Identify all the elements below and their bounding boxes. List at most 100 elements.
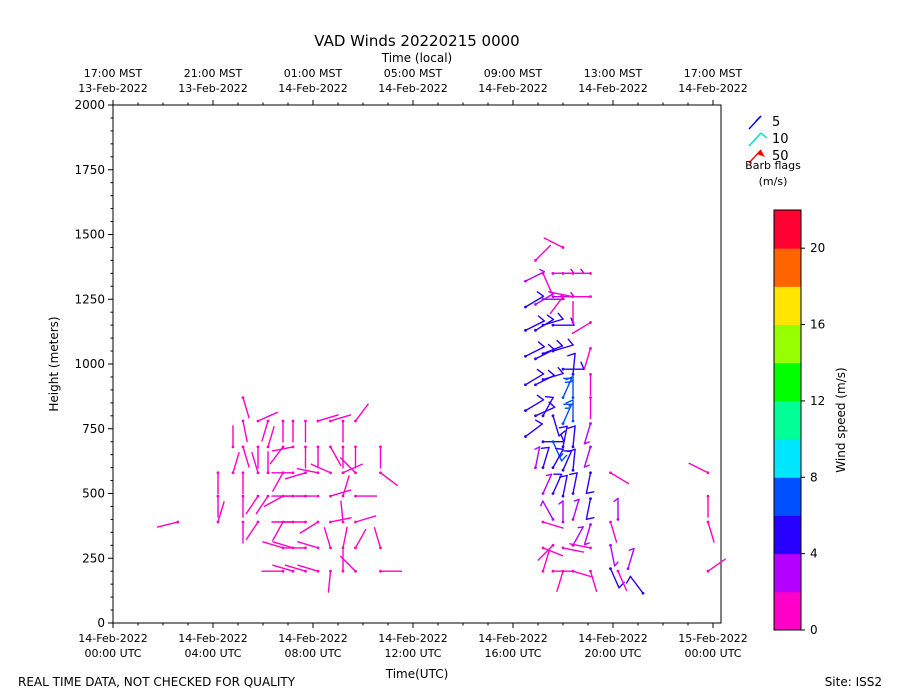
barb-flag	[544, 395, 554, 399]
wind-barb	[216, 471, 220, 495]
wind-barb	[551, 338, 574, 353]
barb-staff	[542, 521, 564, 529]
barb-staff	[354, 515, 377, 523]
legend-barb-staff	[748, 132, 762, 147]
wind-barb	[524, 268, 545, 283]
wind-barb	[565, 399, 575, 423]
barb-flag	[558, 500, 564, 505]
wind-barb	[241, 396, 250, 419]
x-tick-label-date: 14-Feb-2022	[78, 632, 147, 645]
y-tick-label: 750	[82, 422, 105, 436]
wind-barb	[272, 471, 285, 492]
barb-staff	[271, 446, 294, 452]
wind-barb	[541, 520, 564, 529]
wind-barb	[568, 295, 592, 299]
wind-barb	[706, 494, 710, 518]
wind-barb	[283, 520, 307, 524]
wind-barb	[688, 462, 710, 475]
top-x-tick-label-time: 17:00 MST	[684, 67, 743, 80]
barb-staff	[543, 237, 564, 249]
top-x-axis-label: Time (local)	[381, 51, 453, 65]
x-tick-label-time: 00:00 UTC	[684, 647, 741, 660]
y-tick-label: 500	[82, 487, 105, 501]
x-axis: 14-Feb-2022 00:00 UTC 14-Feb-2022 04:00 UTC…	[78, 623, 748, 660]
barb-staff	[156, 521, 179, 528]
barb-flag	[583, 542, 590, 546]
barb-staff	[242, 446, 250, 468]
wind-barb	[329, 445, 342, 466]
barb-staff	[534, 244, 552, 262]
top-x-tick-label-date: 13-Feb-2022	[178, 82, 247, 95]
wind-barb	[609, 520, 618, 543]
x-tick-label-time: 16:00 UTC	[484, 647, 541, 660]
barb-staff	[562, 474, 568, 497]
wind-barb	[262, 541, 285, 550]
barb-staff	[569, 543, 592, 549]
barb-staff	[609, 544, 616, 567]
wind-barb	[706, 558, 726, 573]
barb-staff	[379, 472, 398, 487]
barb-staff	[524, 423, 543, 438]
barb-flag	[580, 361, 585, 370]
wind-barb	[625, 575, 645, 595]
barb-staff	[299, 521, 319, 534]
barb-staff	[232, 451, 240, 474]
wind-barb	[616, 569, 628, 592]
wind-barb	[561, 546, 585, 553]
wind-barb	[316, 445, 320, 469]
wind-barb	[549, 295, 565, 315]
wind-barb	[310, 463, 332, 475]
wind-barb	[534, 446, 541, 469]
wind-barb	[241, 494, 245, 518]
barb-staff	[542, 446, 550, 469]
wind-barb	[551, 447, 564, 469]
barb-staff	[542, 500, 554, 521]
barb-staff	[524, 320, 545, 332]
barb-staff	[329, 414, 352, 422]
wind-barb	[304, 419, 307, 443]
barb-flag	[539, 268, 545, 273]
barb-staff	[583, 347, 592, 370]
top-x-tick-label-date: 14-Feb-2022	[278, 82, 347, 95]
wind-barb	[216, 494, 220, 518]
wind-barb	[585, 497, 595, 520]
barb-staff	[552, 415, 560, 437]
wind-barb	[567, 425, 576, 449]
y-tick-label: 1000	[74, 357, 105, 371]
barb-flag	[557, 312, 564, 320]
wind-barb	[706, 520, 715, 543]
wind-barb	[340, 500, 345, 524]
wind-barb	[341, 526, 348, 550]
wind-barb	[541, 550, 550, 573]
legend-label: 10	[772, 132, 789, 147]
legend-barb-flag	[755, 115, 762, 122]
wind-barb	[541, 546, 564, 557]
wind-barb	[241, 471, 245, 495]
y-axis-label: Height (meters)	[47, 316, 61, 411]
barb-staff	[284, 564, 307, 572]
wind-barb	[266, 426, 275, 449]
wind-barb	[541, 312, 564, 327]
barb-flag	[558, 425, 568, 429]
top-x-tick-label-time: 05:00 MST	[384, 67, 443, 80]
barb-flag	[559, 453, 564, 458]
barb-flag	[577, 526, 584, 529]
x-tick-label-time: 08:00 UTC	[284, 647, 341, 660]
wind-barb	[327, 569, 332, 593]
barb-flag	[625, 575, 632, 584]
wind-barb	[524, 291, 545, 309]
barb-staff	[537, 544, 554, 561]
x-axis-label: Time(UTC)	[385, 667, 449, 681]
plot-frame	[112, 104, 722, 624]
colorbar-segment	[774, 439, 801, 478]
wind-barb	[609, 543, 619, 567]
y-tick-label: 1500	[74, 228, 105, 242]
barb-flag	[547, 343, 555, 351]
barb-staff	[257, 411, 278, 422]
wind-barb	[583, 523, 592, 546]
wind-barb	[613, 497, 620, 521]
legend-label: 5	[772, 115, 780, 130]
barb-staff	[327, 570, 332, 593]
x-tick-label-date: 14-Feb-2022	[378, 632, 447, 645]
wind-barb	[323, 527, 332, 550]
